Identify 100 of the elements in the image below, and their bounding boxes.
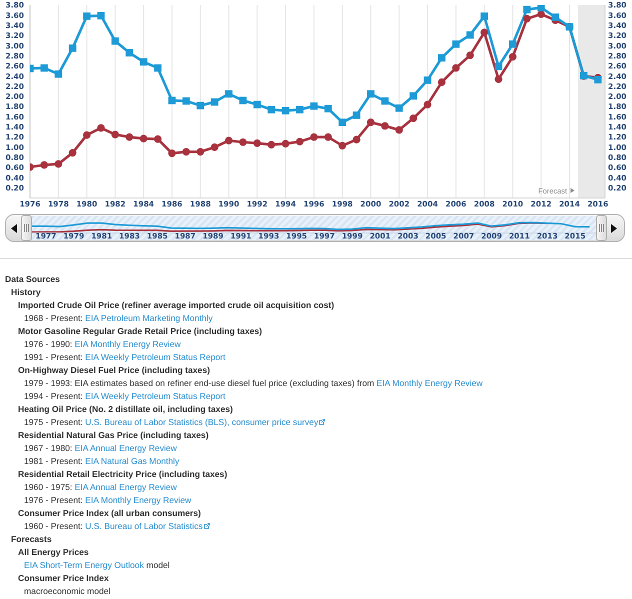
- point: [210, 143, 218, 152]
- text: 1976 - Present:: [24, 494, 83, 505]
- point: [480, 12, 488, 20]
- text: 1979 - 1993: EIA estimates based on refiner end-use diesel fuel price (excluding taxes) from: [24, 378, 374, 388]
- point: [126, 49, 134, 56]
- point: [82, 131, 91, 139]
- point: [352, 112, 360, 119]
- text: 1967 - 1980:: [24, 442, 72, 453]
- text: 1975 - Present:: [24, 416, 83, 427]
- text: model: [146, 560, 170, 570]
- text: EIA Annual Energy Review: [74, 442, 177, 453]
- point: [182, 97, 190, 105]
- point: [111, 130, 119, 138]
- text: Motor Gasoline Regular Grade Retail Price (including taxes): [18, 326, 262, 336]
- point: [83, 12, 90, 20]
- point: [466, 31, 474, 39]
- point: [366, 118, 375, 126]
- point: [126, 133, 134, 141]
- text: Residential Natural Gas Price (including taxes): [18, 430, 209, 440]
- point: [196, 102, 204, 110]
- text: EIA Monthly Energy Review: [74, 338, 181, 349]
- point: [310, 133, 318, 141]
- point: [480, 28, 488, 36]
- text: On-Highway Diesel Fuel Price (including taxes): [18, 364, 210, 375]
- point: [310, 102, 318, 110]
- text: 1991 - Present:: [24, 352, 83, 362]
- point: [452, 40, 460, 48]
- point: [154, 135, 162, 143]
- point: [452, 64, 460, 72]
- text: All Energy Prices: [18, 546, 89, 557]
- point: [224, 136, 233, 144]
- text: Residential Retail Electricity Price (including taxes): [18, 468, 228, 479]
- point: [140, 134, 148, 142]
- point: [154, 64, 162, 72]
- text: 1960 - Present:: [24, 520, 83, 531]
- text: EIA Short-Term Energy Outlook: [24, 560, 144, 570]
- point: [508, 53, 517, 61]
- text: Data Sources: [5, 274, 60, 284]
- point: [523, 14, 531, 23]
- point: [210, 98, 218, 106]
- text: 1968 - Present:: [24, 312, 83, 323]
- point: [466, 51, 474, 60]
- point: [352, 136, 360, 144]
- point: [537, 10, 545, 18]
- point: [552, 13, 560, 21]
- point: [296, 106, 304, 114]
- point: [410, 114, 418, 122]
- point: [40, 64, 48, 72]
- point: [268, 140, 276, 148]
- text: Consumer Price Index (all urban consumers): [18, 508, 201, 518]
- text: Imported Crude Oil Price (refiner average imported crude oil acquisition cost): [18, 300, 334, 310]
- point: [68, 44, 76, 52]
- text: 1981 - Present:: [24, 456, 83, 466]
- point: [509, 40, 516, 48]
- point: [54, 70, 62, 78]
- point: [424, 76, 432, 84]
- point: [324, 104, 332, 112]
- text: U.S. Bureau of Labor Statistics (BLS), consumer price survey: [85, 416, 318, 427]
- text: EIA Natural Gas Monthly: [85, 456, 180, 466]
- point: [523, 6, 531, 14]
- point: [367, 90, 374, 98]
- point: [438, 54, 446, 62]
- point: [296, 138, 304, 146]
- point: [111, 37, 119, 45]
- point: [225, 90, 232, 98]
- point: [438, 78, 446, 86]
- text: EIA Weekly Petroleum Status Report: [85, 352, 226, 362]
- point: [40, 161, 48, 169]
- text: macroeconomic model: [24, 586, 110, 596]
- text: EIA Weekly Petroleum Status Report: [85, 390, 226, 401]
- text: EIA Petroleum Marketing Monthly: [85, 312, 213, 323]
- point: [424, 100, 432, 108]
- point: [97, 12, 105, 20]
- text: EIA Monthly Energy Review: [376, 378, 483, 388]
- point: [196, 148, 204, 156]
- point: [282, 140, 290, 148]
- text: Forecasts: [11, 534, 52, 544]
- point: [253, 139, 261, 147]
- point: [324, 133, 332, 141]
- point: [338, 142, 346, 150]
- point: [239, 138, 247, 146]
- point: [494, 75, 502, 83]
- text: 1960 - 1975:: [24, 482, 72, 492]
- point: [97, 124, 105, 132]
- point: [268, 106, 276, 114]
- point: [68, 148, 76, 157]
- point: [381, 97, 389, 105]
- point: [381, 122, 389, 130]
- text: 1994 - Present:: [24, 390, 83, 401]
- point: [168, 150, 176, 158]
- point: [54, 160, 62, 168]
- point: [182, 148, 190, 156]
- text: EIA Monthly Energy Review: [85, 494, 192, 505]
- text: Heating Oil Price (No. 2 distillate oil, including taxes): [18, 404, 233, 414]
- text: Consumer Price Index: [18, 572, 109, 583]
- point: [282, 106, 290, 114]
- point: [253, 100, 261, 108]
- point: [338, 118, 346, 126]
- point: [395, 126, 403, 134]
- text: U.S. Bureau of Labor Statistics: [85, 520, 203, 531]
